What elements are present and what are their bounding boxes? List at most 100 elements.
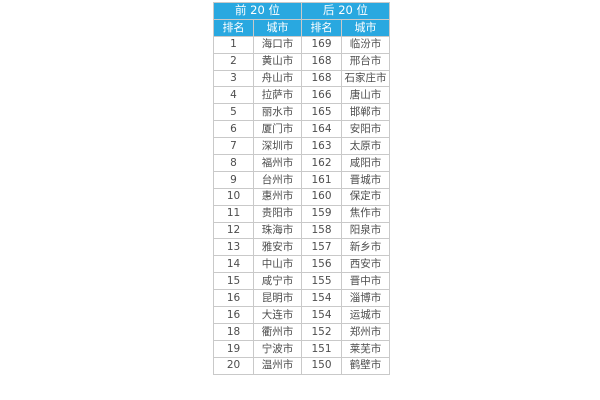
rank-cell: 8	[213, 154, 254, 172]
city-cell: 厦门市	[252, 120, 303, 139]
table-row: 20 温州市 150 鹤壁市	[213, 356, 391, 375]
city-cell: 温州市	[252, 356, 303, 375]
rank-cell: 156	[301, 255, 343, 274]
table-row: 14 中山市 156 西安市	[213, 255, 391, 274]
rank-cell: 4	[213, 86, 254, 105]
city-cell: 咸宁市	[252, 272, 303, 291]
city-cell: 太原市	[341, 137, 391, 156]
city-cell: 黄山市	[252, 52, 303, 71]
rank-cell: 1	[213, 35, 254, 54]
rank-cell: 20	[213, 356, 254, 375]
table-row: 13 雅安市 157 新乡市	[213, 238, 391, 257]
rank-cell: 164	[301, 120, 343, 139]
rank-cell: 154	[301, 289, 343, 308]
rank-cell: 166	[301, 86, 343, 105]
city-cell: 西安市	[341, 255, 391, 274]
city-cell: 邯郸市	[341, 103, 391, 122]
rank-cell: 168	[301, 52, 343, 71]
city-cell: 阳泉市	[341, 221, 391, 240]
city-cell: 贵阳市	[252, 204, 303, 223]
rank-cell: 158	[301, 221, 343, 240]
city-ranking-table: 前 20 位 后 20 位 排名 城市 排名 城市 1 海口市 169 临汾市 2 黄山市…	[212, 2, 391, 375]
rank-cell: 15	[213, 272, 254, 291]
rank-cell: 151	[301, 339, 343, 358]
city-cell: 衢州市	[252, 322, 303, 341]
rank-cell: 2	[213, 52, 254, 71]
city-cell: 邢台市	[341, 52, 391, 71]
rank-cell: 6	[213, 120, 254, 139]
rank-cell: 14	[213, 255, 254, 274]
table-row: 12 珠海市 158 阳泉市	[213, 221, 391, 240]
rank-cell: 19	[213, 339, 254, 358]
city-cell: 晋城市	[341, 170, 391, 189]
rank-cell: 168	[301, 69, 343, 88]
col-header-city-right: 城市	[341, 18, 391, 37]
city-cell: 运城市	[341, 306, 391, 324]
city-cell: 郑州市	[341, 322, 391, 341]
city-cell: 台州市	[252, 170, 303, 189]
table-row: 10 惠州市 160 保定市	[213, 187, 391, 206]
city-cell: 拉萨市	[252, 86, 303, 105]
table-row: 18 衢州市 152 郑州市	[213, 322, 391, 341]
city-cell: 大连市	[252, 306, 303, 324]
group-header-top20: 前 20 位	[212, 2, 303, 20]
table-row: 16 昆明市 154 淄博市	[213, 289, 391, 308]
city-cell: 昆明市	[252, 289, 303, 308]
table-body: 1 海口市 169 临汾市 2 黄山市 168 邢台市 3 舟山市 168 石家庄市 4 拉萨市 166 唐山…	[213, 35, 391, 375]
city-cell: 中山市	[252, 255, 303, 274]
table-row: 3 舟山市 168 石家庄市	[213, 69, 391, 88]
rank-cell: 10	[213, 187, 254, 206]
col-header-rank-left: 排名	[213, 18, 254, 37]
city-cell: 晋中市	[341, 272, 391, 291]
city-cell: 雅安市	[252, 238, 303, 257]
table-row: 4 拉萨市 166 唐山市	[213, 86, 391, 105]
rank-cell: 16	[213, 289, 254, 308]
column-header-row: 排名 城市 排名 城市	[213, 18, 391, 37]
rank-cell: 5	[213, 103, 254, 122]
rank-cell: 3	[213, 69, 254, 88]
city-cell: 鹤壁市	[341, 356, 391, 375]
rank-cell: 16	[213, 306, 254, 324]
rank-cell: 157	[301, 238, 343, 257]
col-header-city-left: 城市	[252, 18, 303, 37]
city-ranking-table-container: 前 20 位 后 20 位 排名 城市 排名 城市 1 海口市 169 临汾市 2 黄山市…	[212, 2, 391, 375]
city-cell: 珠海市	[252, 221, 303, 240]
rank-cell: 163	[301, 137, 343, 156]
rank-cell: 11	[213, 204, 254, 223]
city-cell: 焦作市	[341, 204, 391, 223]
table-row: 1 海口市 169 临汾市	[213, 35, 391, 54]
city-cell: 舟山市	[252, 69, 303, 88]
table-row: 15 咸宁市 155 晋中市	[213, 272, 391, 291]
city-cell: 石家庄市	[341, 69, 391, 88]
table-row: 6 厦门市 164 安阳市	[213, 120, 391, 139]
table-row: 2 黄山市 168 邢台市	[213, 52, 391, 71]
rank-cell: 160	[301, 187, 343, 206]
group-header-row: 前 20 位 后 20 位	[212, 2, 391, 20]
rank-cell: 18	[213, 322, 254, 341]
table-row: 8 福州市 162 咸阳市	[213, 154, 391, 172]
table-row: 19 宁波市 151 莱芜市	[213, 339, 391, 358]
rank-cell: 13	[213, 238, 254, 257]
city-cell: 唐山市	[341, 86, 391, 105]
rank-cell: 161	[301, 170, 343, 189]
table-row: 16 大连市 154 运城市	[213, 306, 391, 324]
col-header-rank-right: 排名	[301, 18, 343, 37]
table-row: 5 丽水市 165 邯郸市	[213, 103, 391, 122]
city-cell: 新乡市	[341, 238, 391, 257]
rank-cell: 155	[301, 272, 343, 291]
city-cell: 福州市	[252, 154, 303, 172]
city-cell: 咸阳市	[341, 154, 391, 172]
rank-cell: 159	[301, 204, 343, 223]
table-row: 7 深圳市 163 太原市	[213, 137, 391, 156]
city-cell: 惠州市	[252, 187, 303, 206]
city-cell: 莱芜市	[341, 339, 391, 358]
rank-cell: 165	[301, 103, 343, 122]
rank-cell: 12	[213, 221, 254, 240]
city-cell: 深圳市	[252, 137, 303, 156]
rank-cell: 152	[301, 322, 343, 341]
rank-cell: 162	[301, 154, 343, 172]
rank-cell: 9	[213, 170, 254, 189]
rank-cell: 154	[301, 306, 343, 324]
rank-cell: 169	[301, 35, 343, 54]
